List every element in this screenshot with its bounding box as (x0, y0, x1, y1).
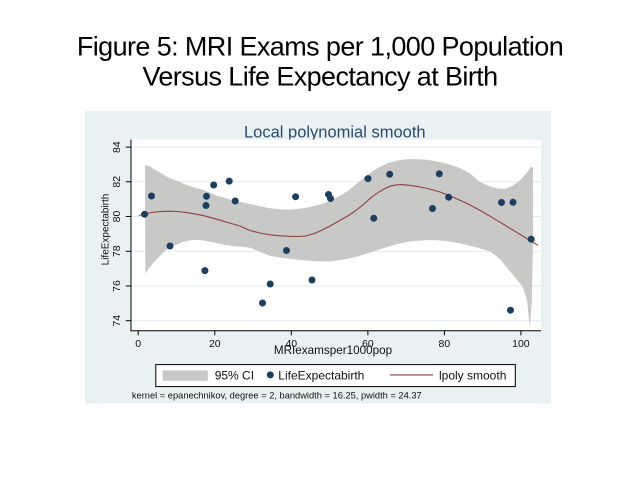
svg-text:MRIexamsper1000pop: MRIexamsper1000pop (274, 344, 393, 357)
svg-text:LifeExpectabirth: LifeExpectabirth (101, 194, 112, 266)
svg-text:76: 76 (111, 280, 123, 292)
svg-text:20: 20 (209, 338, 221, 350)
svg-text:74: 74 (111, 315, 123, 327)
svg-text:Versus Life Expectancy at Birt: Versus Life Expectancy at Birth (142, 61, 497, 91)
svg-text:kernel = epanechnikov, degree: kernel = epanechnikov, degree = 2, bandw… (132, 390, 422, 400)
svg-text:84: 84 (111, 141, 123, 153)
svg-text:lpoly smooth: lpoly smooth (439, 368, 506, 382)
svg-text:LifeExpectabirth: LifeExpectabirth (278, 368, 364, 382)
svg-text:60: 60 (362, 338, 374, 350)
svg-text:Local polynomial smooth: Local polynomial smooth (244, 123, 426, 141)
svg-text:40: 40 (285, 338, 297, 350)
svg-text:95% CI: 95% CI (215, 368, 254, 382)
svg-text:Figure 5: MRI Exams per 1,000: Figure 5: MRI Exams per 1,000 Population (77, 32, 563, 62)
svg-text:0: 0 (135, 338, 141, 350)
svg-text:82: 82 (111, 176, 123, 188)
svg-text:80: 80 (439, 338, 451, 350)
svg-text:100: 100 (512, 338, 530, 350)
svg-text:78: 78 (111, 245, 123, 257)
svg-text:80: 80 (111, 211, 123, 223)
